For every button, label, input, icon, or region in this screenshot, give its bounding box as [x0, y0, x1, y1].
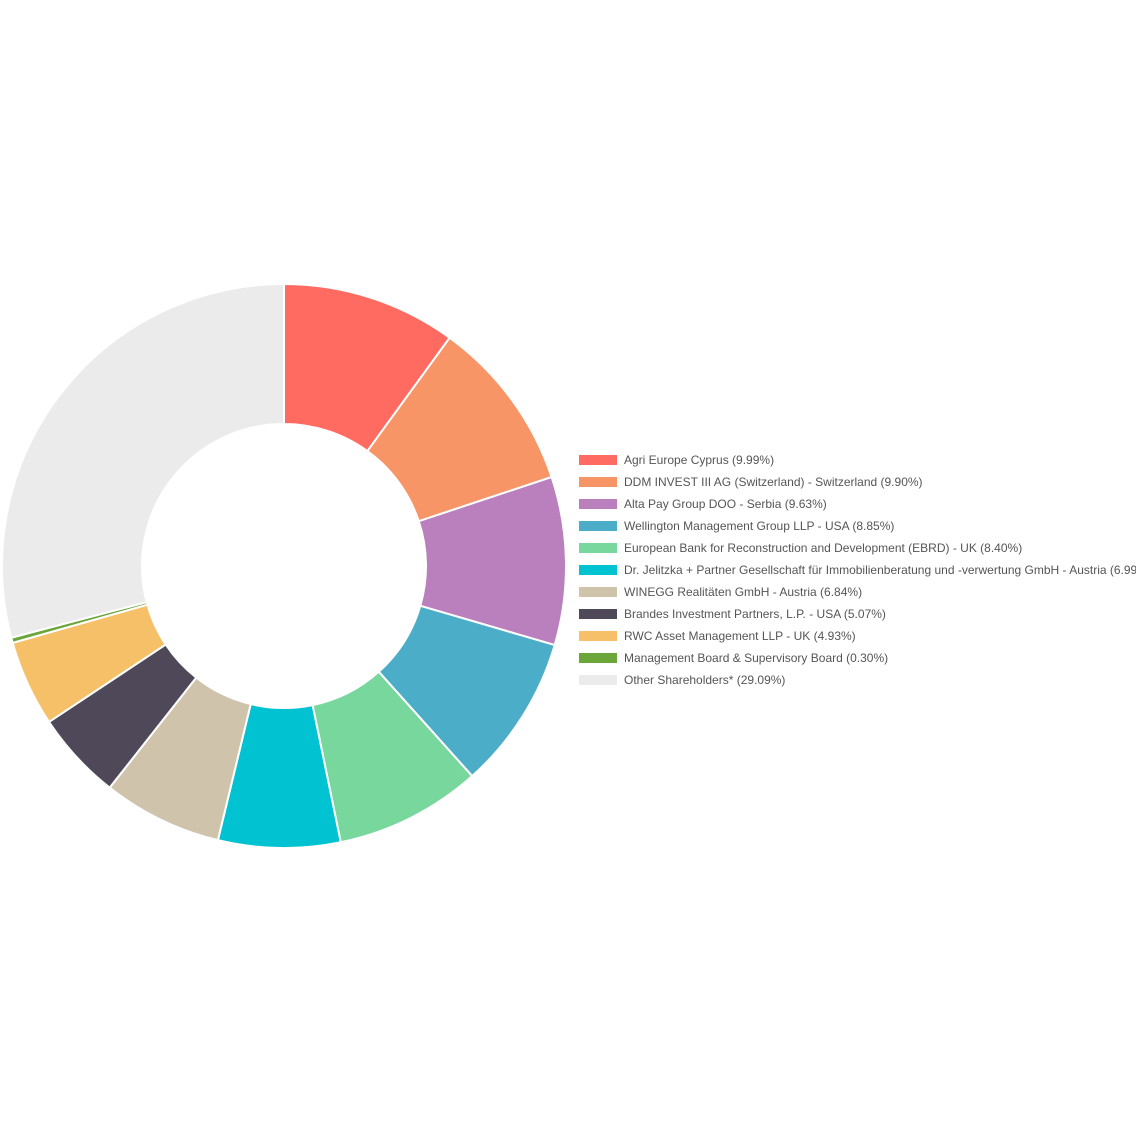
legend-item[interactable]: DDM INVEST III AG (Switzerland) - Switze…	[579, 471, 1136, 493]
legend-swatch	[579, 587, 617, 597]
legend-label: Brandes Investment Partners, L.P. - USA …	[624, 607, 886, 621]
legend-label: Management Board & Supervisory Board (0.…	[624, 651, 889, 665]
legend-swatch	[579, 609, 617, 619]
legend-item[interactable]: Brandes Investment Partners, L.P. - USA …	[579, 603, 1136, 625]
donut-slice-11[interactable]	[1, 282, 285, 639]
legend-swatch	[579, 521, 617, 531]
donut-slices	[1, 282, 567, 849]
legend-label: European Bank for Reconstruction and Dev…	[624, 541, 1023, 555]
chart-legend: Agri Europe Cyprus (9.99%) DDM INVEST III…	[579, 449, 1136, 691]
legend-swatch	[579, 565, 617, 575]
legend-swatch	[579, 543, 617, 553]
legend-swatch	[579, 499, 617, 509]
legend-label: DDM INVEST III AG (Switzerland) - Switze…	[624, 475, 923, 489]
legend-item[interactable]: Wellington Management Group LLP - USA (8…	[579, 515, 1136, 537]
legend-swatch	[579, 631, 617, 641]
legend-item[interactable]: Alta Pay Group DOO - Serbia (9.63%)	[579, 493, 1136, 515]
legend-item[interactable]: European Bank for Reconstruction and Dev…	[579, 537, 1136, 559]
legend-label: Wellington Management Group LLP - USA (8…	[624, 519, 895, 533]
legend-item[interactable]: WINEGG Realitäten GmbH - Austria (6.84%)	[579, 581, 1136, 603]
legend-item[interactable]: Management Board & Supervisory Board (0.…	[579, 647, 1136, 669]
legend-label: Agri Europe Cyprus (9.99%)	[624, 453, 775, 467]
legend-swatch	[579, 455, 617, 465]
legend-label: Dr. Jelitzka + Partner Gesellschaft für …	[624, 563, 1136, 577]
legend-swatch	[579, 477, 617, 487]
legend-swatch	[579, 675, 617, 685]
legend-swatch	[579, 653, 617, 663]
legend-item[interactable]: Other Shareholders* (29.09%)	[579, 669, 1136, 691]
legend-label: WINEGG Realitäten GmbH - Austria (6.84%)	[624, 585, 863, 599]
legend-item[interactable]: RWC Asset Management LLP - UK (4.93%)	[579, 625, 1136, 647]
legend-label: Other Shareholders* (29.09%)	[624, 673, 786, 687]
legend-label: RWC Asset Management LLP - UK (4.93%)	[624, 629, 856, 643]
legend-label: Alta Pay Group DOO - Serbia (9.63%)	[624, 497, 827, 511]
legend-item[interactable]: Agri Europe Cyprus (9.99%)	[579, 449, 1136, 471]
legend-item[interactable]: Dr. Jelitzka + Partner Gesellschaft für …	[579, 559, 1136, 581]
